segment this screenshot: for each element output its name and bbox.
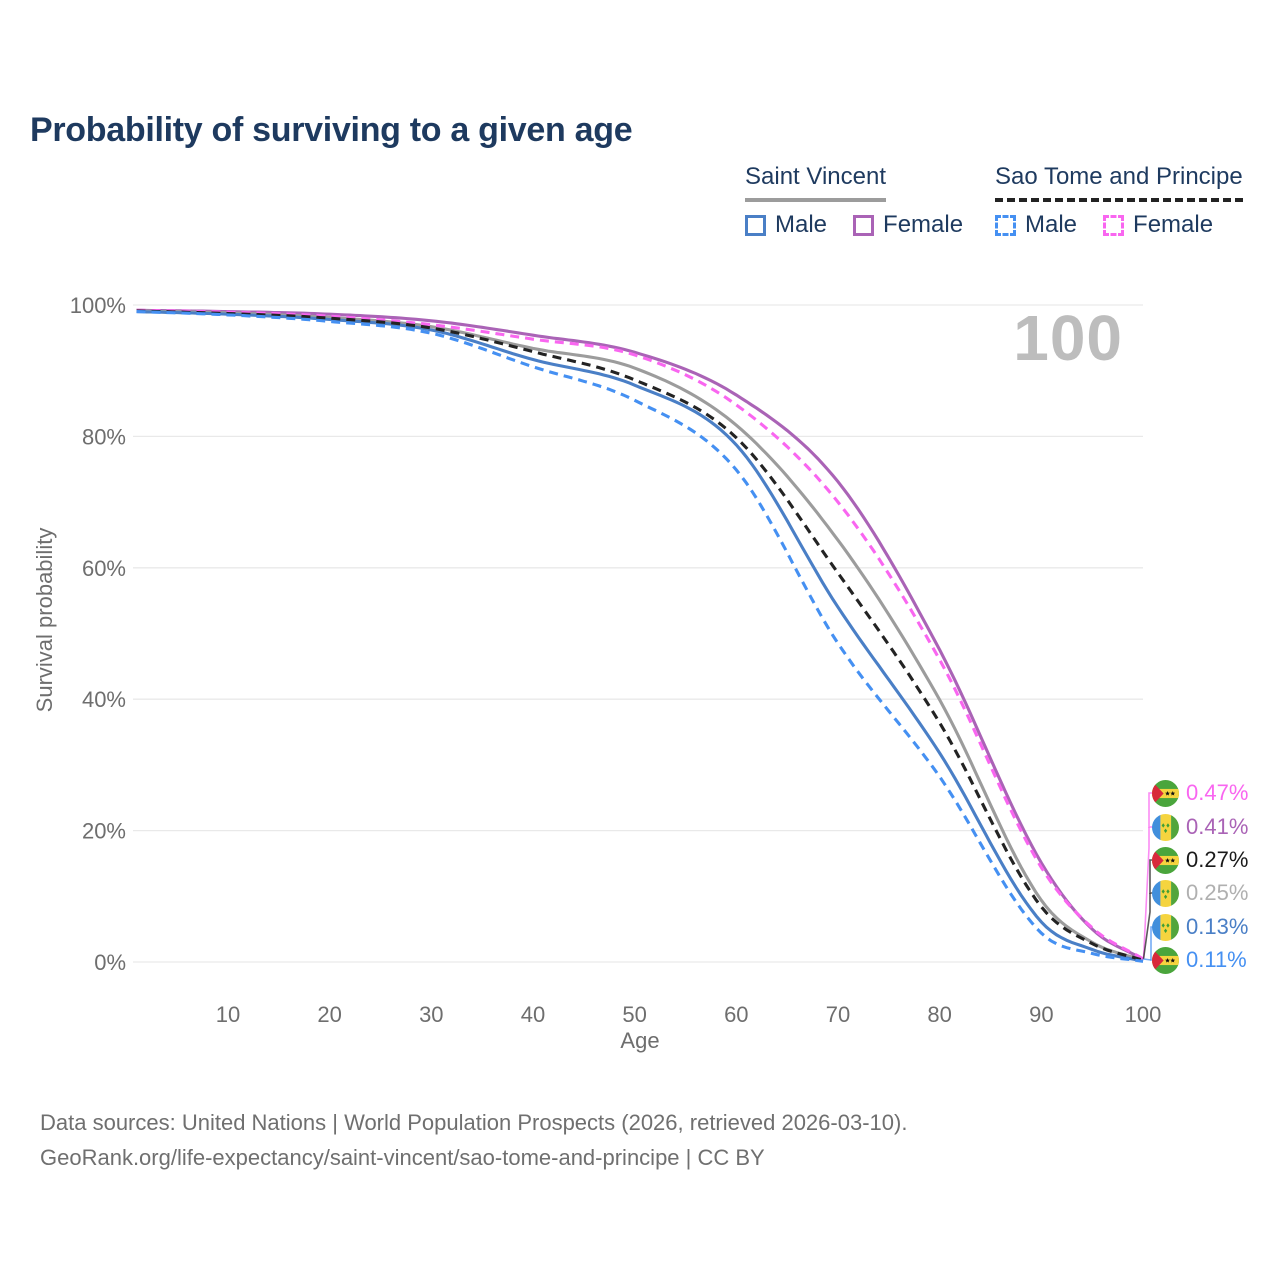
st-female-swatch-icon [1103,214,1125,236]
legend-item-st-female[interactable]: Female [1103,211,1213,239]
series-sao-tome-and-principe-female[interactable] [136,308,1144,961]
sv-male-swatch-icon [745,214,766,236]
flag-sao-tome-icon [1152,780,1179,807]
series-sao-tome-and-principe-both-sexes[interactable] [136,309,1144,962]
legend-item-st-male[interactable]: Male [995,211,1077,239]
end-label-row: 0.47% [1152,776,1248,810]
x-tick-label: 90 [1029,1002,1053,1027]
st-male-swatch-icon [995,214,1016,236]
legend-label: Male [775,211,828,238]
flag-saint-vincent-icon [1152,914,1179,941]
y-tick-label: 20% [82,819,126,844]
hovered-age-watermark: 100 [1013,302,1123,374]
flag-saint-vincent-icon [1152,814,1179,841]
x-tick-label: 20 [317,1002,341,1027]
x-tick-label: 60 [724,1002,748,1027]
flag-saint-vincent-icon [1152,880,1179,907]
end-value: 0.11% [1186,947,1247,972]
x-tick-label: 10 [216,1002,240,1027]
legend-label: Female [1133,211,1214,238]
footer: Data sources: United Nations | World Pop… [40,1105,907,1175]
series-saint-vincent-female[interactable] [136,308,1144,961]
end-label-row: 0.25% [1152,876,1248,910]
legend-item-sv-male[interactable]: Male [745,211,827,239]
page-title: Probability of surviving to a given age [30,110,633,149]
y-tick-label: 40% [82,687,126,712]
y-tick-label: 100% [70,293,126,318]
x-tick-label: 70 [826,1002,850,1027]
legend-country-sao-tome[interactable]: Sao Tome and Principe [995,163,1243,202]
y-tick-label: 60% [82,556,126,581]
end-value: 0.47% [1186,780,1249,805]
x-tick-label: 50 [622,1002,646,1027]
x-tick-label: 100 [1125,1002,1162,1027]
end-value: 0.41% [1186,814,1249,839]
y-tick-label: 80% [82,424,126,449]
x-axis-title: Age [620,1028,660,1053]
end-label-row: 0.11% [1152,943,1247,977]
end-value: 0.27% [1186,847,1249,872]
sv-female-swatch-icon [853,214,875,236]
legend-label: Female [883,211,964,238]
x-tick-label: 40 [521,1002,545,1027]
legend-item-sv-female[interactable]: Female [853,211,963,239]
legend-group-saint-vincent: Saint Vincent Male Female [745,163,963,239]
legend-group-sao-tome: Sao Tome and Principe Male Female [995,163,1243,239]
series-saint-vincent-both-sexes[interactable] [136,309,1144,962]
series-saint-vincent-male[interactable] [136,310,1144,963]
data-sources-line: Data sources: United Nations | World Pop… [40,1110,908,1135]
end-label-row: 0.13% [1152,910,1248,944]
end-label-row: 0.41% [1152,810,1248,844]
end-value: 0.13% [1186,914,1249,939]
attribution-line: GeoRank.org/life-expectancy/saint-vincen… [40,1145,765,1170]
y-axis-title: Survival probability [32,527,57,713]
flag-sao-tome-icon [1152,947,1179,974]
end-value: 0.25% [1186,880,1249,905]
series-sao-tome-and-principe-male[interactable] [136,310,1144,963]
flag-sao-tome-icon [1152,847,1179,874]
x-tick-label: 80 [927,1002,951,1027]
legend-country-saint-vincent[interactable]: Saint Vincent [745,163,886,202]
legend-label: Male [1025,211,1078,238]
x-tick-label: 30 [419,1002,443,1027]
end-label-row: 0.27% [1152,843,1248,877]
y-tick-label: 0% [94,950,126,975]
